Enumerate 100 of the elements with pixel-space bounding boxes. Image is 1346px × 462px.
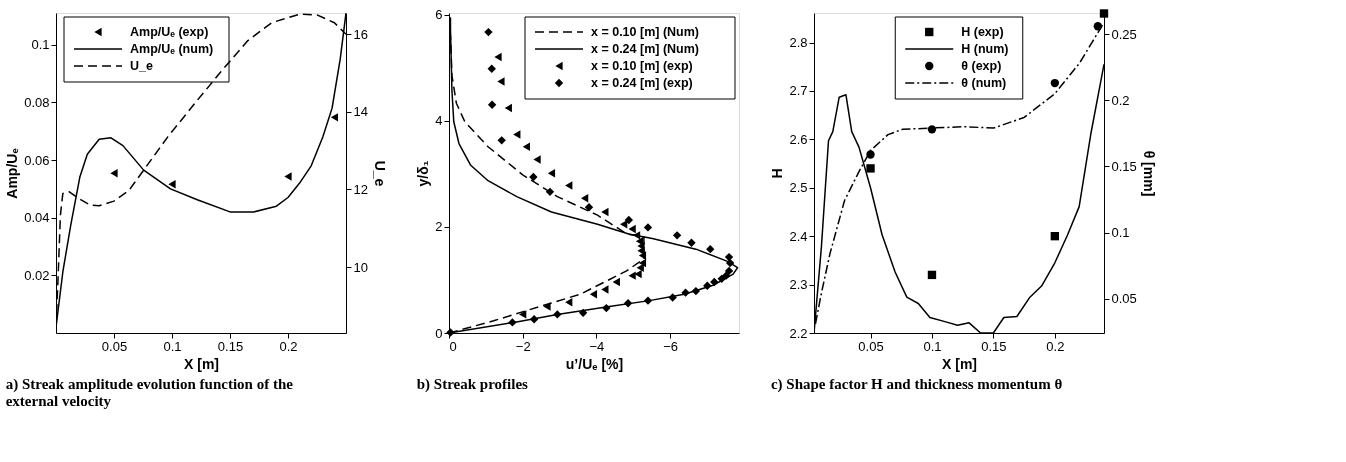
y-axis-title: Amp/Uₑ [4,148,21,199]
point [487,100,497,109]
y2-tick-label: 0.25 [1111,26,1137,42]
point [529,315,539,324]
x-tick-label: 0.1 [923,338,942,354]
point [601,285,609,294]
y-tick-label: 0.02 [24,267,50,283]
point [634,269,642,279]
x-tick-label: 0.2 [1046,338,1065,354]
x-axis-title: u’/Uₑ [%] [565,355,624,372]
point [638,251,647,260]
point [643,296,653,305]
y2-tick-label: 10 [353,259,368,275]
point [110,169,118,178]
y-tick-label: 4 [435,113,443,129]
point [624,215,634,225]
y-tick-label: 2.6 [789,131,808,147]
y-axis-title: y/δ₁ [415,160,432,187]
y2-tick-label: 0.15 [1111,158,1137,174]
point [721,271,731,280]
point [602,303,611,313]
y2-tick-label: 14 [353,104,368,120]
y2-axis-title: θ [mm] [1140,150,1157,197]
point [565,298,573,307]
point [687,238,696,247]
point [643,223,653,232]
point [519,310,527,319]
legend-label: H (num) [961,42,1009,56]
y-tick-label: 0.04 [24,210,50,226]
legend-label: H (exp) [961,25,1004,39]
legend-label: x = 0.10 [m] (exp) [591,59,693,73]
y2-tick-label: 12 [353,181,368,197]
x-tick-label: −2 [515,338,531,354]
y-axis-title: H [769,168,786,179]
y-tick-label: 0.06 [24,152,50,168]
point [553,310,562,319]
x-tick-label: −4 [589,338,605,354]
point [484,27,493,37]
point [522,142,531,151]
x-tick-label: 0.15 [217,338,244,354]
point [578,308,588,318]
point [1050,231,1060,241]
point [497,136,506,145]
x-tick-label: −6 [663,338,679,354]
point [508,318,517,327]
x-tick-label: 0.05 [101,338,128,354]
point [545,187,555,197]
y-tick-label: 2 [435,219,443,235]
point [612,277,620,287]
point [636,263,644,272]
y-tick-label: 0 [435,325,443,341]
x-tick-label: 0.05 [858,338,884,354]
point [628,271,636,280]
y2-tick-label: 0.2 [1111,92,1130,108]
point [543,302,551,311]
y2-tick-label: 0.1 [1111,225,1130,240]
legend-label: Amp/Uₑ (exp) [130,25,209,39]
point [547,169,556,178]
point [672,231,682,240]
x-tick-label: 0.2 [279,338,298,354]
x-tick-label: 0.15 [981,338,1007,354]
y2-axis-title: U_e [371,160,388,187]
point [487,64,496,73]
point [703,281,712,290]
x-tick-label: 0.1 [163,338,182,354]
point [533,155,541,164]
y-tick-label: 0.1 [31,37,50,53]
point [580,194,589,203]
point [706,244,715,254]
legend-label: x = 0.24 [m] (Num) [591,42,700,56]
point [632,231,641,240]
point [725,258,735,268]
point [710,277,719,287]
point [927,270,937,280]
point [513,130,521,139]
x-axis-title: X [m] [942,355,977,372]
legend-label: θ (exp) [961,59,1002,73]
legend-label: θ (num) [961,76,1007,90]
point [866,164,875,173]
y2-tick-label: 16 [353,26,368,42]
x-axis-title: X [m] [184,355,219,372]
point [1099,9,1109,18]
point [724,266,734,276]
legend-label: U_e [130,59,153,73]
point [565,181,573,190]
y-tick-label: 2.4 [789,228,808,244]
legend-label: x = 0.10 [m] (Num) [591,25,700,39]
point [497,77,505,86]
point [717,274,726,284]
point [168,180,176,189]
point [504,103,512,113]
y-tick-label: 2.8 [789,35,808,51]
point [623,299,633,308]
point [724,252,734,262]
point [584,203,594,212]
y-tick-label: 2.3 [789,277,808,293]
text: b) Streak profiles [416,376,529,393]
y-tick-label: 2.7 [789,83,808,99]
point [589,290,598,299]
point [284,172,292,181]
